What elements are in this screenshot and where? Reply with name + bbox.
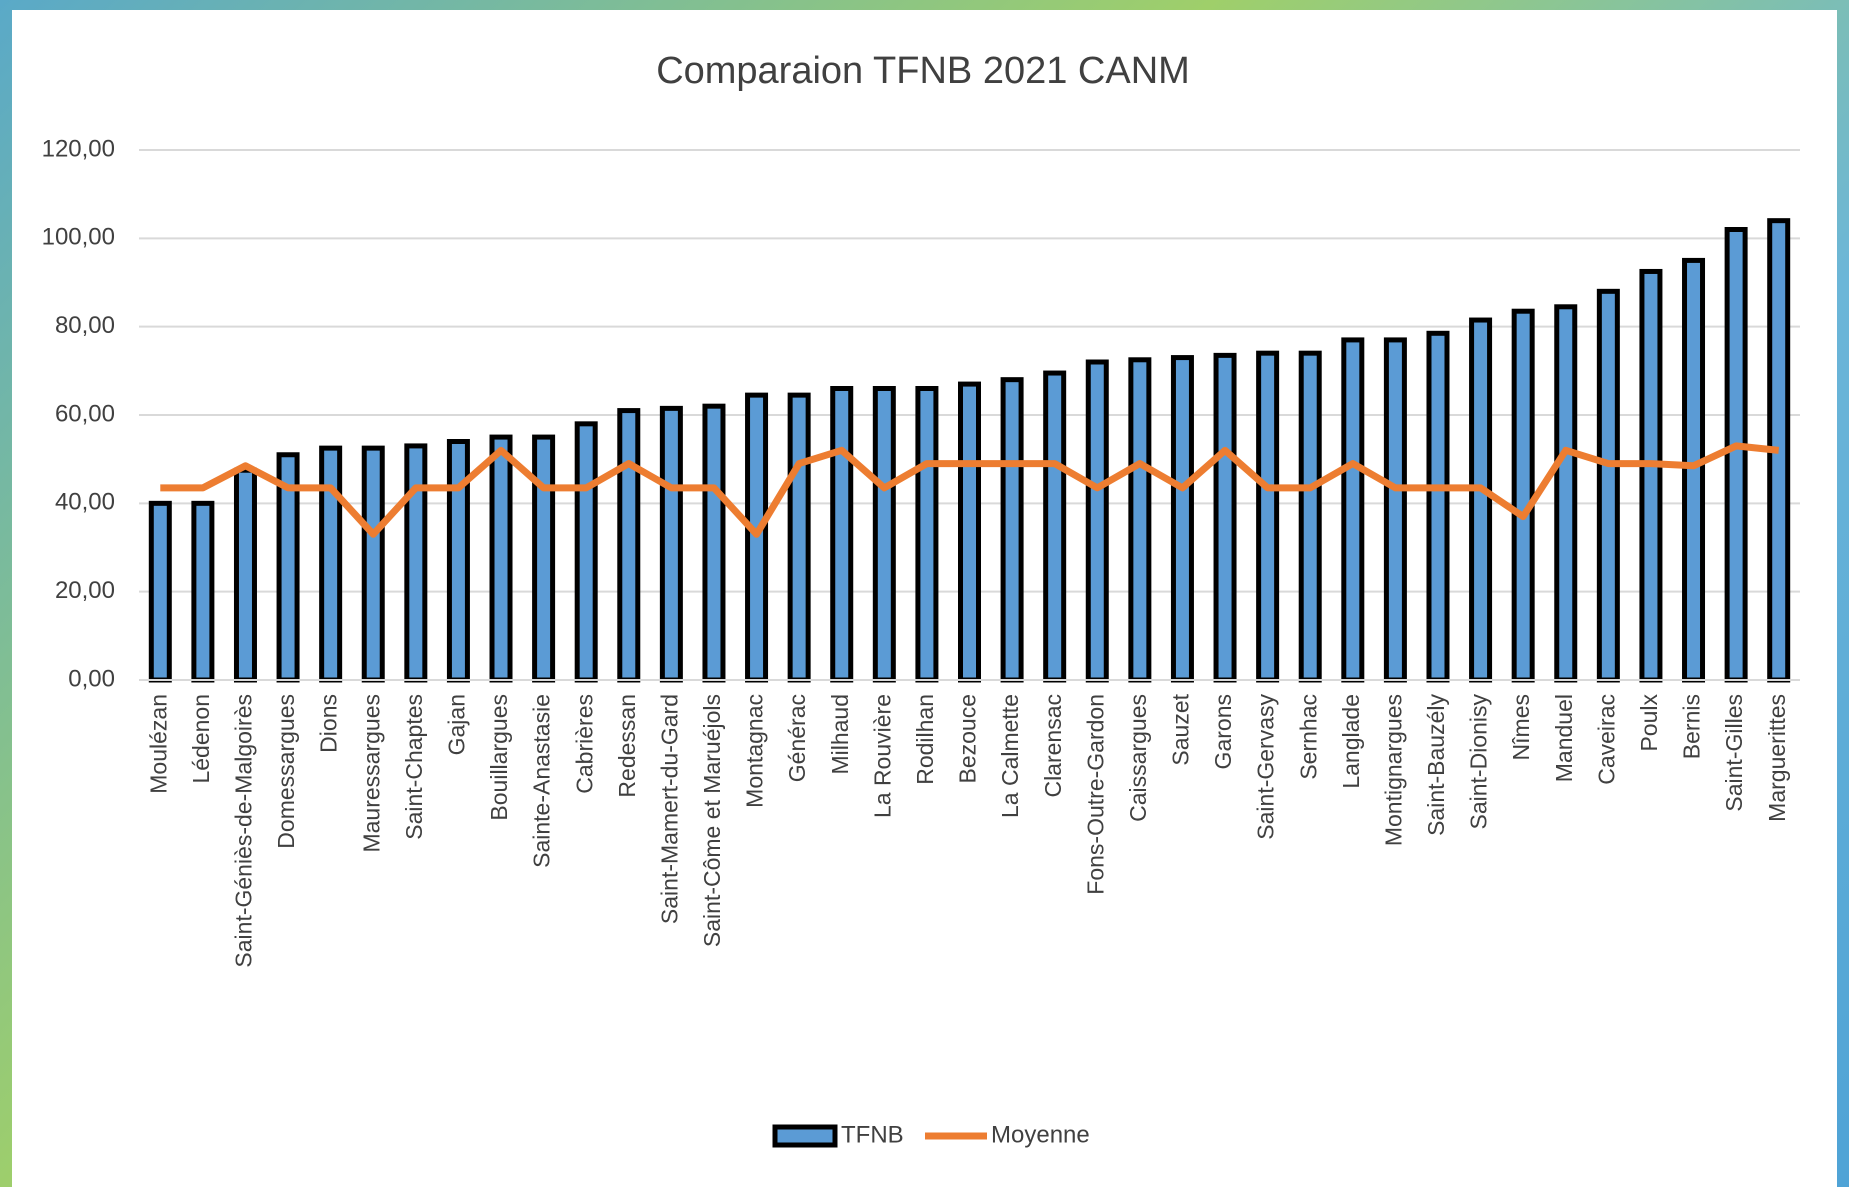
bar [1682,257,1706,683]
bar [1383,337,1407,683]
bar [1128,357,1152,683]
bar [532,434,556,683]
bar [1554,304,1578,683]
x-tick-label: Domessargues [273,694,299,849]
x-tick-label: Saint-Mamert-du-Gard [656,694,682,924]
bar [958,381,981,683]
x-tick-label: Sauzet [1168,693,1194,765]
x-tick-label: Dions [316,694,342,753]
x-tick-label: Moulézan [145,694,171,794]
y-tick-label: 60,00 [55,400,115,427]
bar [1341,337,1365,683]
x-tick-label: Lédenon [188,694,214,784]
bar [404,443,428,683]
bar [446,439,470,683]
x-tick-label: Nîmes [1508,694,1534,760]
x-tick-label: Saint-Gervasy [1253,694,1279,840]
x-tick-label: Caissargues [1125,694,1151,822]
bar [1170,355,1194,683]
x-tick-label: Langlade [1338,694,1364,789]
y-tick-label: 120,00 [42,135,115,162]
legend-label: Moyenne [991,1121,1090,1148]
chart-title: Comparaion TFNB 2021 CANM [656,50,1190,92]
x-tick-label: Générac [784,694,810,782]
bar [1596,288,1620,683]
x-tick-label: Garons [1210,694,1236,769]
bar [915,386,939,683]
x-tick-label: Bezouce [955,694,981,784]
bar [1085,359,1109,683]
y-tick-label: 20,00 [55,577,115,604]
bar [489,434,513,683]
bar [1511,308,1535,683]
x-tick-label: Fons-Outre-Gardon [1082,694,1108,895]
bar [702,403,726,683]
bar [148,500,172,683]
bar [361,445,385,683]
bar [830,386,854,683]
bar [233,467,257,683]
x-tick-label: Manduel [1551,694,1577,782]
x-tick-label: Bernis [1679,694,1705,759]
x-tick-label: Saint-Géniès-de-Malgoirès [231,694,257,968]
bar [1043,370,1067,683]
x-tick-label: Bouillargues [486,694,512,821]
x-tick-label: Mauressargues [358,694,384,853]
bar [1724,227,1748,683]
y-tick-label: 0,00 [68,665,115,692]
x-tick-label: La Rouvière [869,694,895,818]
bar [1639,268,1663,683]
bar [787,392,811,683]
legend-label: TFNB [841,1121,904,1148]
x-tick-label: Saint-Chaptes [401,694,427,840]
x-tick-label: Saint-Dionisy [1466,694,1492,830]
x-tick-label: Clarensac [1040,694,1066,798]
bar [617,408,641,683]
x-tick-label: La Calmette [997,694,1023,818]
bar [1469,317,1493,683]
bar [191,500,215,683]
bar [1256,350,1280,683]
x-tick-label: Gajan [444,694,470,755]
y-tick-label: 40,00 [55,489,115,516]
bar [574,421,598,683]
x-tick-label: Saint-Côme et Maruéjols [699,694,725,947]
legend-swatch [772,1124,838,1148]
x-tick-label: Milhaud [827,694,853,775]
x-tick-label: Redessan [614,694,640,798]
bar [1213,352,1237,683]
bar [319,445,343,683]
bar [872,386,896,683]
x-tick-label: Marguerittes [1764,694,1790,822]
y-tick-label: 100,00 [42,224,115,251]
x-tick-label: Montagnac [742,694,768,808]
line [160,442,1780,538]
bar [1426,330,1450,683]
x-tick-label: Saint-Gilles [1721,694,1747,812]
x-tick-label: Rodilhan [912,694,938,785]
x-tick-label: Cabrières [571,694,597,794]
bar [1298,350,1322,683]
x-tick-label: Poulx [1636,694,1662,752]
bar [659,405,683,683]
bar [1000,377,1024,683]
x-tick-label: Sainte-Anastasie [529,694,555,868]
y-tick-label: 80,00 [55,312,115,339]
x-tick-label: Saint-Bauzély [1423,694,1449,836]
x-tick-label: Montignargues [1380,694,1406,846]
x-tick-label: Caveirac [1593,694,1619,785]
x-tick-label: Sernhac [1295,694,1321,780]
